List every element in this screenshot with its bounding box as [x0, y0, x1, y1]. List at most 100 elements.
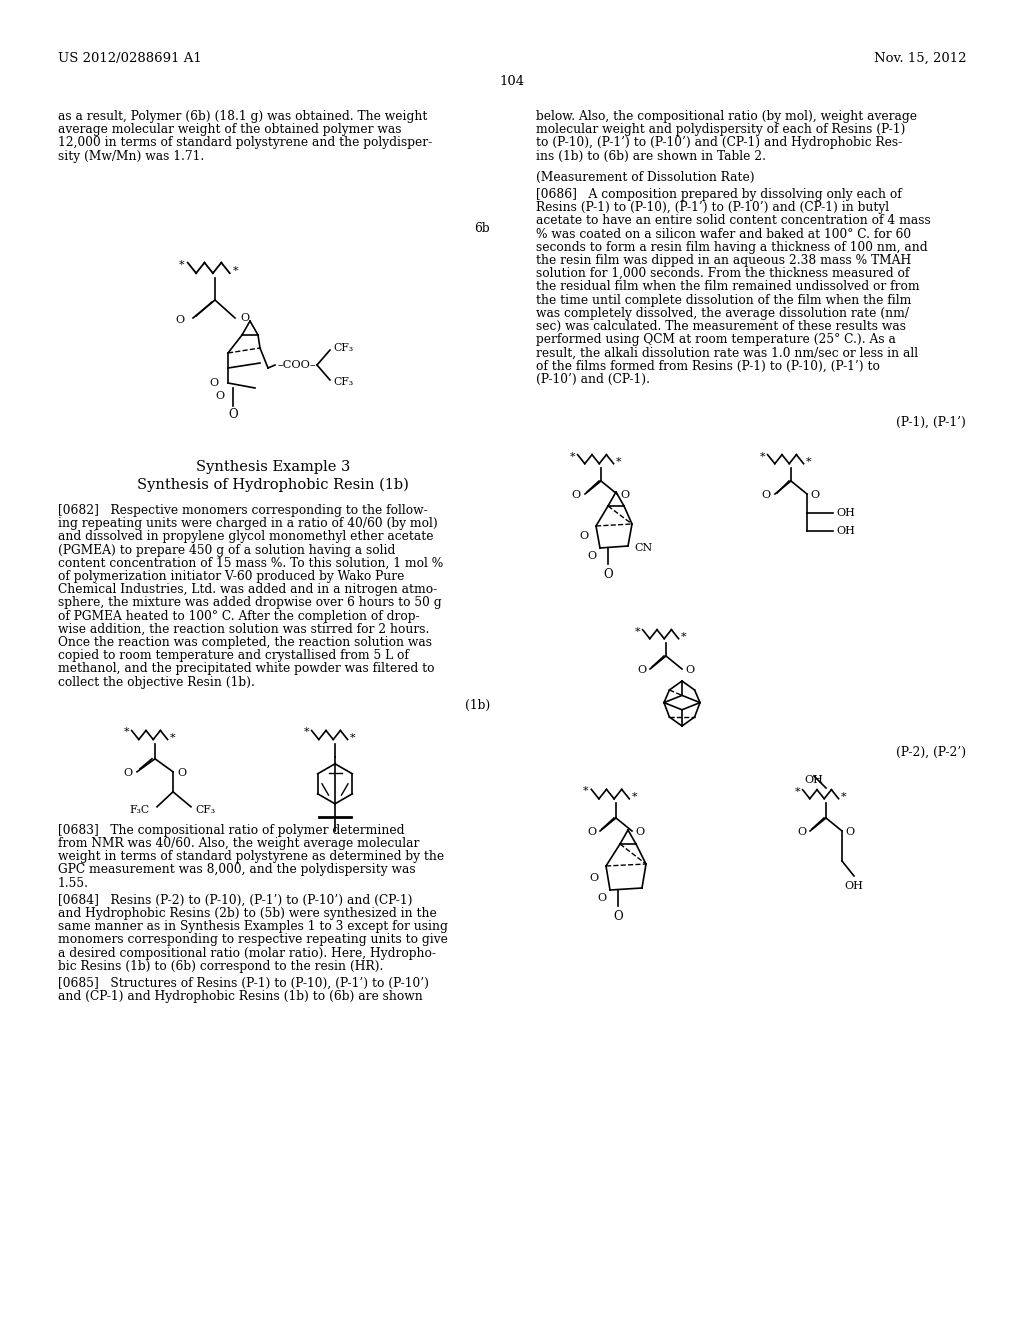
Text: O: O — [845, 828, 854, 837]
Text: O: O — [613, 909, 623, 923]
Text: [0685]   Structures of Resins (P-1) to (P-10), (P-1’) to (P-10’): [0685] Structures of Resins (P-1) to (P-… — [58, 977, 429, 990]
Text: CN: CN — [634, 543, 652, 553]
Text: OH: OH — [836, 525, 855, 536]
Text: O: O — [685, 665, 694, 675]
Text: O: O — [176, 315, 185, 325]
Text: methanol, and the precipitated white powder was filtered to: methanol, and the precipitated white pow… — [58, 663, 434, 676]
Text: of polymerization initiator V-60 produced by Wako Pure: of polymerization initiator V-60 produce… — [58, 570, 404, 583]
Text: O: O — [216, 391, 225, 401]
Text: sity (Mw/Mn) was 1.71.: sity (Mw/Mn) was 1.71. — [58, 149, 204, 162]
Text: molecular weight and polydispersity of each of Resins (P-1): molecular weight and polydispersity of e… — [536, 123, 905, 136]
Text: (Measurement of Dissolution Rate): (Measurement of Dissolution Rate) — [536, 170, 755, 183]
Text: average molecular weight of the obtained polymer was: average molecular weight of the obtained… — [58, 123, 401, 136]
Text: *: * — [350, 733, 355, 743]
Text: (PGMEA) to prepare 450 g of a solution having a solid: (PGMEA) to prepare 450 g of a solution h… — [58, 544, 395, 557]
Text: and dissolved in propylene glycol monomethyl ether acetate: and dissolved in propylene glycol monome… — [58, 531, 433, 544]
Text: O: O — [177, 768, 186, 777]
Text: GPC measurement was 8,000, and the polydispersity was: GPC measurement was 8,000, and the polyd… — [58, 863, 416, 876]
Text: O: O — [209, 378, 218, 388]
Text: content concentration of 15 mass %. To this solution, 1 mol %: content concentration of 15 mass %. To t… — [58, 557, 443, 570]
Text: O: O — [597, 894, 606, 903]
Text: (1b): (1b) — [465, 698, 490, 711]
Text: *: * — [760, 451, 765, 462]
Text: and Hydrophobic Resins (2b) to (5b) were synthesized in the: and Hydrophobic Resins (2b) to (5b) were… — [58, 907, 437, 920]
Text: Nov. 15, 2012: Nov. 15, 2012 — [873, 51, 966, 65]
Text: Once the reaction was completed, the reaction solution was: Once the reaction was completed, the rea… — [58, 636, 432, 649]
Text: *: * — [795, 787, 800, 796]
Text: ins (1b) to (6b) are shown in Table 2.: ins (1b) to (6b) are shown in Table 2. — [536, 149, 766, 162]
Text: wise addition, the reaction solution was stirred for 2 hours.: wise addition, the reaction solution was… — [58, 623, 429, 636]
Text: copied to room temperature and crystallised from 5 L of: copied to room temperature and crystalli… — [58, 649, 409, 663]
Text: performed using QCM at room temperature (25° C.). As a: performed using QCM at room temperature … — [536, 333, 896, 346]
Text: O: O — [228, 408, 238, 421]
Text: 104: 104 — [500, 75, 524, 88]
Text: the residual film when the film remained undissolved or from: the residual film when the film remained… — [536, 280, 920, 293]
Text: Synthesis Example 3: Synthesis Example 3 — [196, 459, 350, 474]
Text: (P-2), (P-2’): (P-2), (P-2’) — [896, 746, 966, 759]
Text: O: O — [124, 768, 133, 777]
Text: O: O — [240, 313, 249, 323]
Text: *: * — [806, 457, 812, 467]
Text: sphere, the mixture was added dropwise over 6 hours to 50 g: sphere, the mixture was added dropwise o… — [58, 597, 441, 610]
Text: CF₃: CF₃ — [333, 378, 353, 387]
Text: OH: OH — [805, 775, 823, 785]
Text: *: * — [616, 457, 622, 467]
Text: % was coated on a silicon wafer and baked at 100° C. for 60: % was coated on a silicon wafer and bake… — [536, 227, 911, 240]
Text: O: O — [762, 490, 771, 500]
Text: O: O — [587, 550, 596, 561]
Text: the resin film was dipped in an aqueous 2.38 mass % TMAH: the resin film was dipped in an aqueous … — [536, 253, 911, 267]
Text: solution for 1,000 seconds. From the thickness measured of: solution for 1,000 seconds. From the thi… — [536, 267, 909, 280]
Text: monomers corresponding to respective repeating units to give: monomers corresponding to respective rep… — [58, 933, 447, 946]
Text: O: O — [637, 665, 646, 675]
Text: CF₃: CF₃ — [195, 805, 215, 814]
Text: collect the objective Resin (1b).: collect the objective Resin (1b). — [58, 676, 255, 689]
Text: US 2012/0288691 A1: US 2012/0288691 A1 — [58, 51, 202, 65]
Text: O: O — [810, 490, 819, 500]
Text: O: O — [620, 490, 629, 500]
Text: *: * — [632, 792, 638, 803]
Text: the time until complete dissolution of the film when the film: the time until complete dissolution of t… — [536, 293, 911, 306]
Text: acetate to have an entire solid content concentration of 4 mass: acetate to have an entire solid content … — [536, 214, 931, 227]
Text: –COO–: –COO– — [278, 360, 316, 370]
Text: 12,000 in terms of standard polystyrene and the polydisper-: 12,000 in terms of standard polystyrene … — [58, 136, 432, 149]
Text: *: * — [569, 451, 575, 462]
Text: same manner as in Synthesis Examples 1 to 3 except for using: same manner as in Synthesis Examples 1 t… — [58, 920, 447, 933]
Text: *: * — [635, 627, 640, 636]
Text: [0682]   Respective monomers corresponding to the follow-: [0682] Respective monomers corresponding… — [58, 504, 428, 517]
Text: as a result, Polymer (6b) (18.1 g) was obtained. The weight: as a result, Polymer (6b) (18.1 g) was o… — [58, 110, 427, 123]
Text: from NMR was 40/60. Also, the weight average molecular: from NMR was 40/60. Also, the weight ave… — [58, 837, 420, 850]
Text: O: O — [589, 873, 598, 883]
Text: ing repeating units were charged in a ratio of 40/60 (by mol): ing repeating units were charged in a ra… — [58, 517, 437, 531]
Text: 6b: 6b — [474, 222, 490, 235]
Text: of PGMEA heated to 100° C. After the completion of drop-: of PGMEA heated to 100° C. After the com… — [58, 610, 420, 623]
Text: F₃C: F₃C — [130, 805, 150, 814]
Text: CF₃: CF₃ — [333, 343, 353, 352]
Text: *: * — [178, 260, 184, 269]
Text: bic Resins (1b) to (6b) correspond to the resin (HR).: bic Resins (1b) to (6b) correspond to th… — [58, 960, 383, 973]
Text: *: * — [841, 792, 847, 801]
Text: Resins (P-1) to (P-10), (P-1’) to (P-10’) and (CP-1) in butyl: Resins (P-1) to (P-10), (P-1’) to (P-10’… — [536, 201, 889, 214]
Text: a desired compositional ratio (molar ratio). Here, Hydropho-: a desired compositional ratio (molar rat… — [58, 946, 436, 960]
Text: of the films formed from Resins (P-1) to (P-10), (P-1’) to: of the films formed from Resins (P-1) to… — [536, 359, 880, 372]
Text: *: * — [123, 727, 129, 738]
Text: *: * — [233, 267, 239, 276]
Text: [0686]   A composition prepared by dissolving only each of: [0686] A composition prepared by dissolv… — [536, 187, 902, 201]
Text: below. Also, the compositional ratio (by mol), weight average: below. Also, the compositional ratio (by… — [536, 110, 918, 123]
Text: O: O — [579, 531, 588, 541]
Text: and (CP-1) and Hydrophobic Resins (1b) to (6b) are shown: and (CP-1) and Hydrophobic Resins (1b) t… — [58, 990, 423, 1003]
Text: (P-1), (P-1’): (P-1), (P-1’) — [896, 416, 966, 429]
Text: *: * — [681, 632, 687, 642]
Text: *: * — [170, 733, 176, 743]
Text: sec) was calculated. The measurement of these results was: sec) was calculated. The measurement of … — [536, 319, 906, 333]
Text: OH: OH — [845, 880, 863, 891]
Text: [0684]   Resins (P-2) to (P-10), (P-1’) to (P-10’) and (CP-1): [0684] Resins (P-2) to (P-10), (P-1’) to… — [58, 894, 413, 907]
Text: O: O — [797, 828, 806, 837]
Text: weight in terms of standard polystyrene as determined by the: weight in terms of standard polystyrene … — [58, 850, 444, 863]
Text: OH: OH — [836, 508, 855, 517]
Text: [0683]   The compositional ratio of polymer determined: [0683] The compositional ratio of polyme… — [58, 824, 404, 837]
Text: was completely dissolved, the average dissolution rate (nm/: was completely dissolved, the average di… — [536, 306, 909, 319]
Text: *: * — [583, 787, 589, 796]
Text: O: O — [635, 828, 644, 837]
Text: 1.55.: 1.55. — [58, 876, 89, 890]
Text: *: * — [303, 727, 309, 738]
